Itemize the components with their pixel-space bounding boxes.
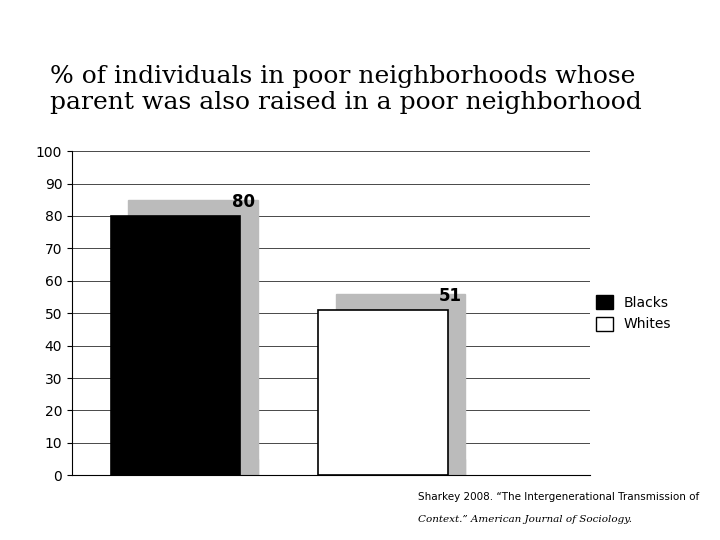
Bar	[111, 216, 240, 475]
Text: 80: 80	[232, 193, 255, 211]
Text: Sharkey 2008. “The Intergenerational Transmission of: Sharkey 2008. “The Intergenerational Tra…	[418, 492, 699, 502]
Text: % of individuals in poor neighborhoods whose
parent was also raised in a poor ne: % of individuals in poor neighborhoods w…	[50, 65, 642, 114]
Legend: Blacks, Whites: Blacks, Whites	[590, 289, 677, 337]
Text: Context.” American Journal of Sociology.: Context.” American Journal of Sociology.	[418, 515, 631, 524]
Text: 51: 51	[439, 287, 462, 305]
Bar	[336, 294, 465, 475]
Bar	[318, 310, 448, 475]
Bar	[128, 459, 258, 475]
Bar	[336, 459, 465, 475]
Bar	[128, 200, 258, 475]
